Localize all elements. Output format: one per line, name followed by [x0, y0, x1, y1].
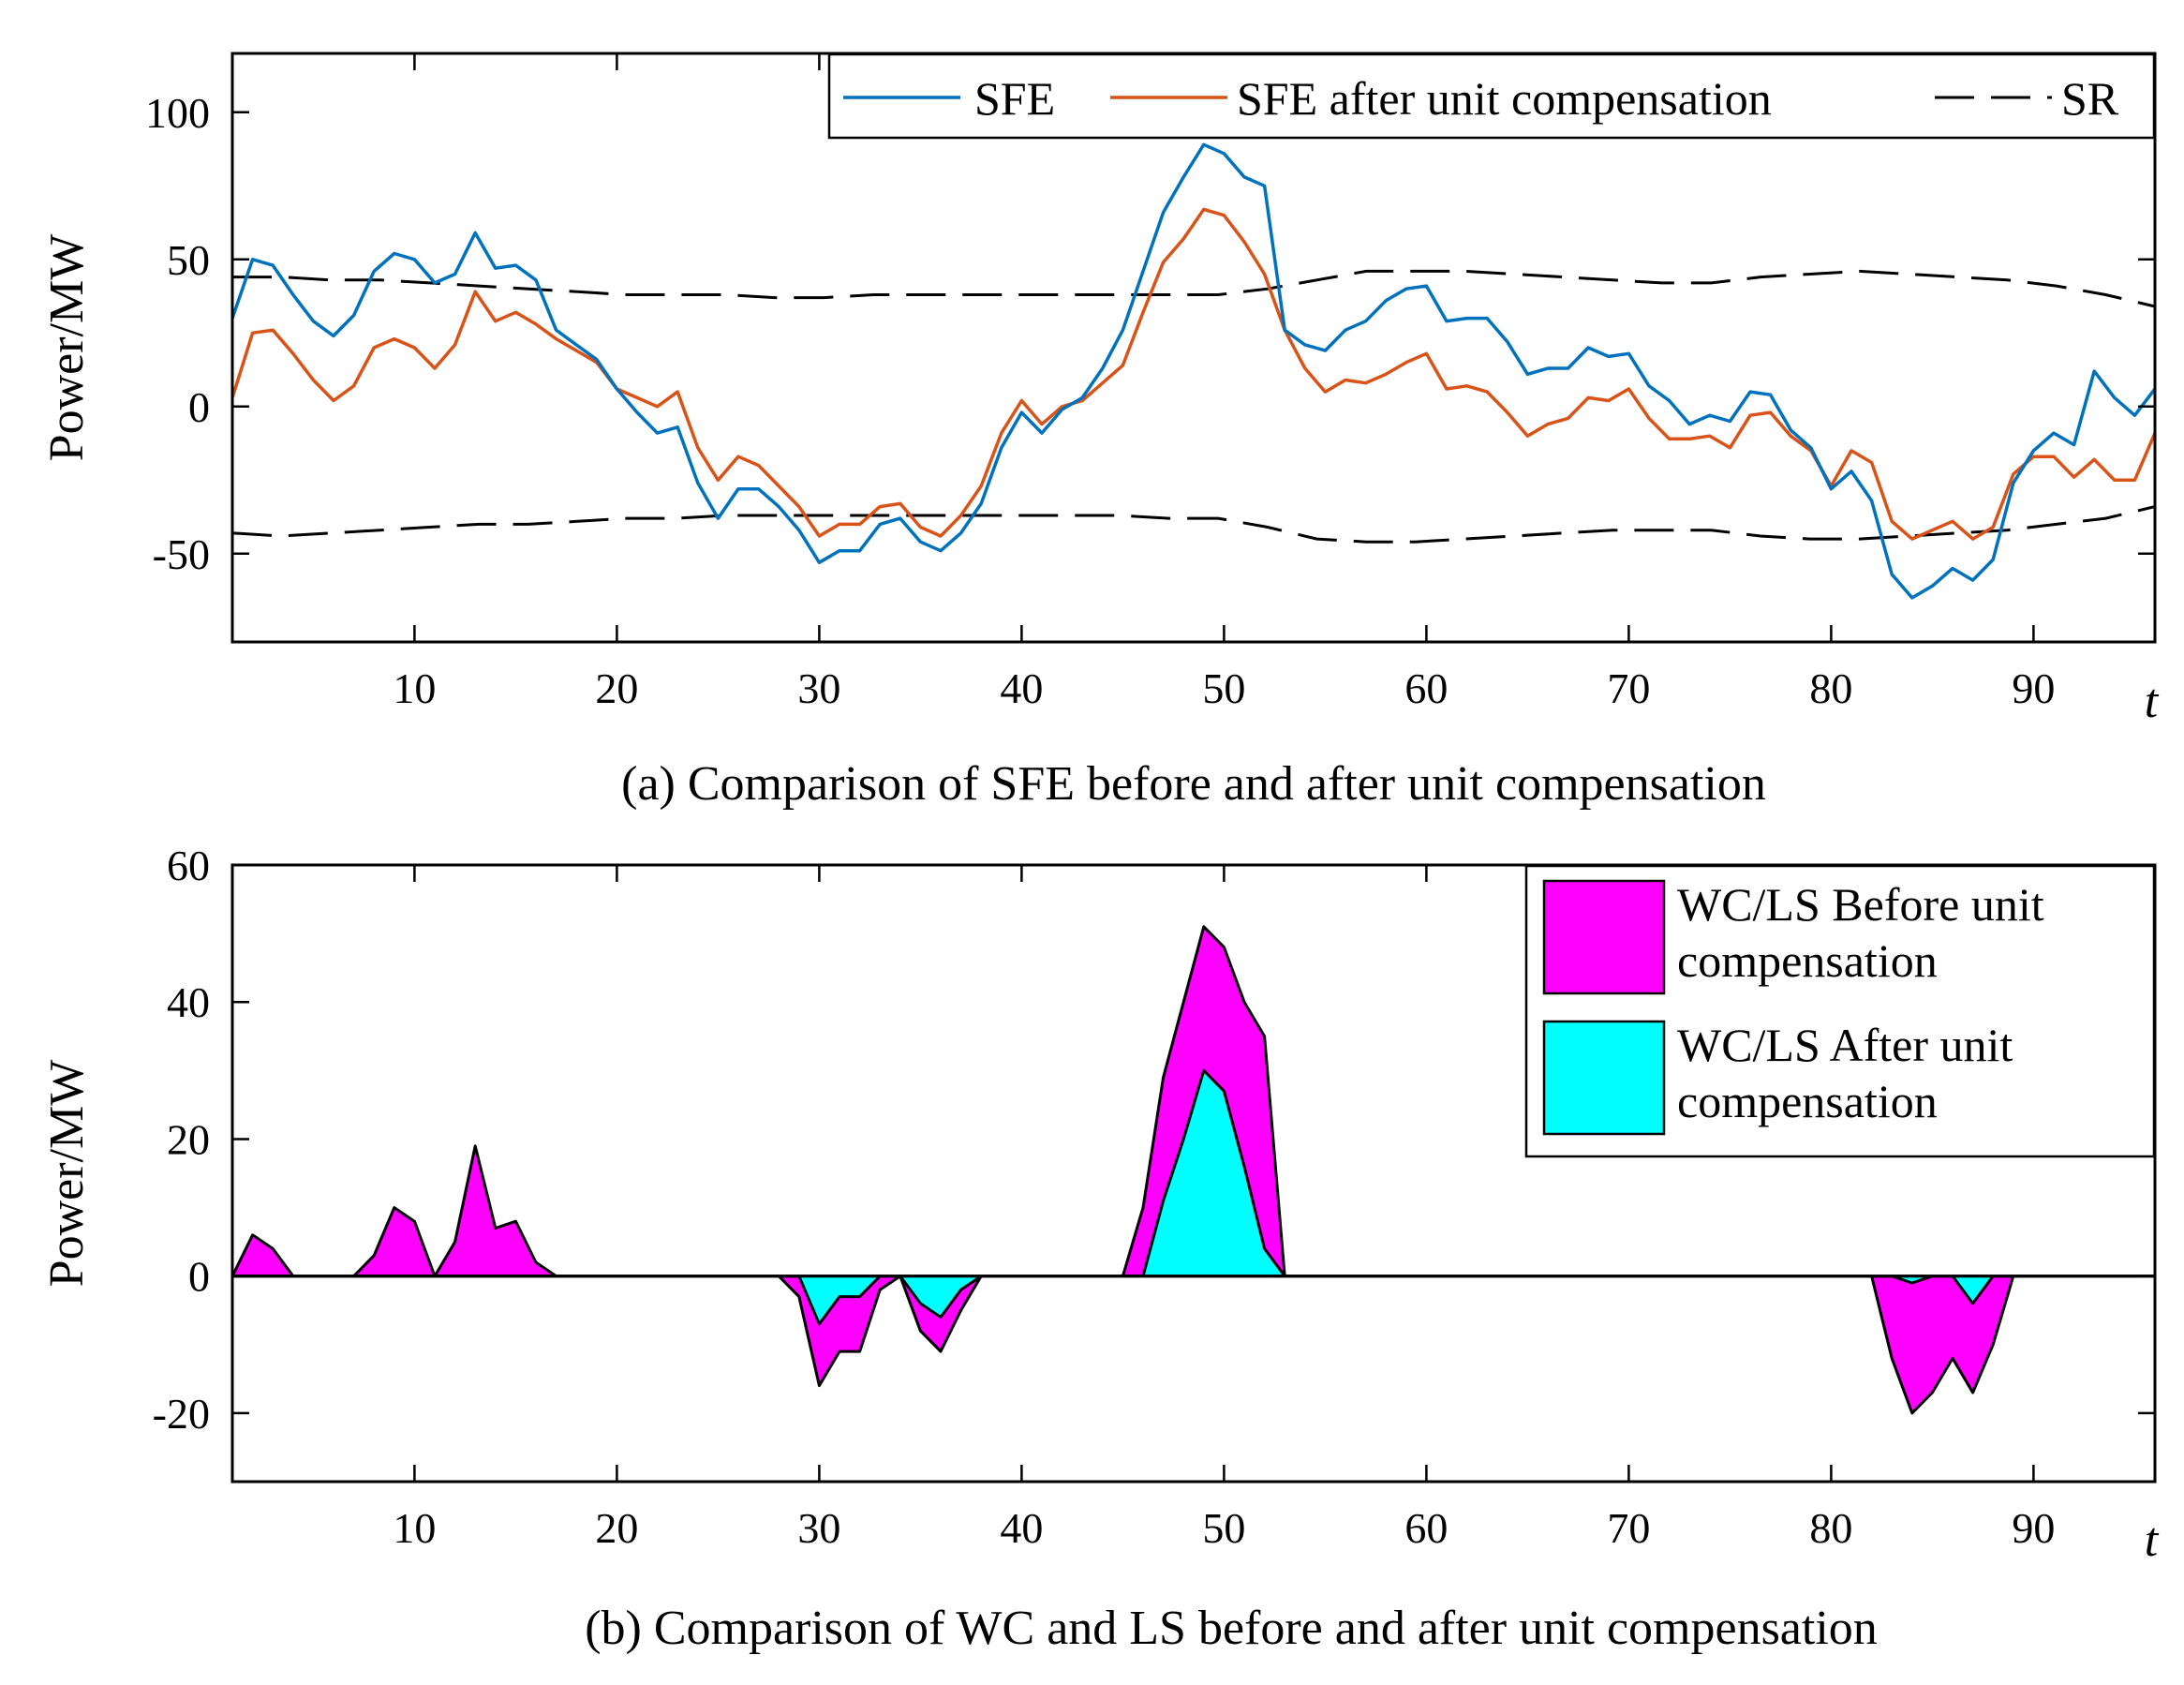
- legend-b: WC/LS Before unit compensation WC/LS Afte…: [1524, 864, 2156, 1158]
- sfe-line: [230, 142, 2157, 600]
- legend-label-sfe: SFE: [974, 72, 1055, 125]
- b-ytick-label-0: 0: [188, 1253, 210, 1301]
- axes-box-b: [230, 863, 2157, 1484]
- b-xtick-label-40: 40: [1000, 1504, 1043, 1552]
- b-xtick-label-30: 30: [797, 1504, 840, 1552]
- b-xtick-label-50: 50: [1202, 1504, 1245, 1552]
- sfe-after-line: [230, 207, 2157, 541]
- caption-a: (a) Comparison of SFE before and after u…: [621, 757, 1766, 811]
- a-xtick-label-30: 30: [797, 664, 840, 712]
- a-xtick-label-20: 20: [595, 664, 638, 712]
- b-xtick-label-70: 70: [1607, 1504, 1650, 1552]
- a-ytick-label--50: -50: [153, 530, 210, 578]
- b-xtick-label-60: 60: [1404, 1504, 1448, 1552]
- legend-label-after: WC/LS After unit compensation: [1677, 1019, 2013, 1127]
- a-ytick-label-100: 100: [145, 89, 210, 137]
- sr-lines-group: [231, 269, 2156, 544]
- sr-upper-line: [232, 269, 2156, 308]
- legend-label-sfe-after: SFE after unit compensation: [1237, 72, 1772, 125]
- a-xtick-label-10: 10: [393, 664, 436, 712]
- legend-swatch-after: [1542, 1020, 1666, 1136]
- series-lines-group: [230, 142, 2157, 600]
- legend-box-a: [827, 52, 2156, 140]
- x-axis-label-a: t: [2145, 675, 2160, 728]
- b-xtick-label-20: 20: [595, 1504, 638, 1552]
- b-xtick-label-90: 90: [2012, 1504, 2055, 1552]
- a-xtick-label-60: 60: [1404, 664, 1448, 712]
- a-xtick-label-70: 70: [1607, 664, 1650, 712]
- b-ytick-label-40: 40: [167, 978, 210, 1026]
- sr-lower-line: [231, 505, 2156, 544]
- b-ytick-label-20: 20: [167, 1115, 210, 1163]
- ticks-a: 10 20 30 40 50 60 70 80 90 -50 0 50 100: [145, 53, 2155, 712]
- caption-b: (b) Comparison of WC and LS before and a…: [585, 1602, 1878, 1655]
- legend-swatch-before: [1542, 879, 1666, 995]
- areas-group: [230, 925, 2157, 1415]
- legend-label-before: WC/LS Before unit compensation: [1677, 878, 2044, 987]
- b-xtick-label-10: 10: [393, 1504, 436, 1552]
- y-axis-label-b: Power/MW: [40, 1060, 94, 1288]
- plot-area-a: [232, 53, 2155, 642]
- panel-a: 10 20 30 40 50 60 70 80 90 -50 0 50 100 Power/MW t (…: [40, 52, 2160, 811]
- y-axis-label-a: Power/MW: [40, 234, 94, 462]
- a-xtick-label-80: 80: [1809, 664, 1852, 712]
- x-axis-label-b: t: [2145, 1514, 2160, 1567]
- a-ytick-label-50: 50: [167, 236, 210, 284]
- b-ytick-label--20: -20: [153, 1390, 210, 1438]
- a-ytick-label-0: 0: [188, 383, 210, 431]
- legend-label-sr: SR: [2061, 72, 2119, 125]
- legend-a: SFE SFE after unit compensation SR: [827, 52, 2156, 140]
- a-xtick-label-40: 40: [1000, 664, 1043, 712]
- b-xtick-label-80: 80: [1809, 1504, 1852, 1552]
- b-ytick-label-60: 60: [167, 842, 210, 889]
- a-xtick-label-90: 90: [2012, 664, 2055, 712]
- a-xtick-label-50: 50: [1202, 664, 1245, 712]
